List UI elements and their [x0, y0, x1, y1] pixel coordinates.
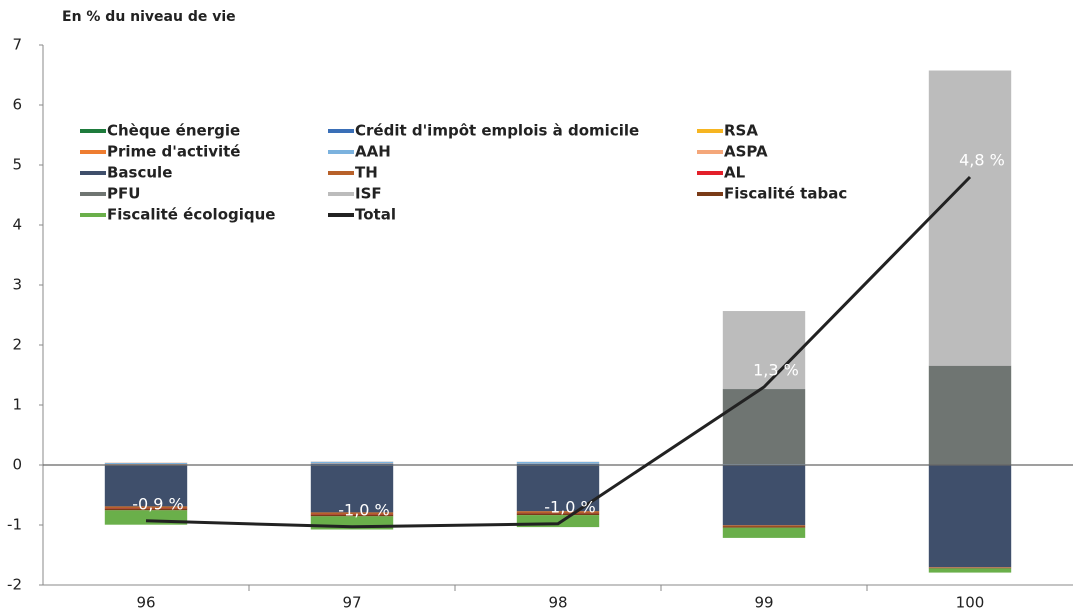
y-tick-label: 1: [12, 396, 22, 414]
x-tick-label: 96: [136, 594, 155, 611]
bar-segment: [516, 511, 600, 513]
bar-segment: [104, 508, 188, 511]
legend-swatch: [80, 171, 106, 175]
y-tick-label: 3: [12, 276, 22, 294]
bar-segment: [722, 526, 806, 528]
bar-segment: [516, 465, 600, 512]
bar-segment: [104, 506, 188, 509]
axis-label: En % du niveau de vie: [62, 9, 236, 25]
legend-swatch: [328, 171, 354, 175]
bar-segment: [310, 512, 394, 515]
bar-segment: [722, 311, 806, 390]
legend-label: ASPA: [724, 143, 768, 161]
data-label: -1,0 %: [544, 497, 596, 516]
data-label: 1,3 %: [753, 361, 799, 380]
bar-segment: [104, 465, 188, 507]
legend-label: Bascule: [107, 164, 172, 182]
bar-segment: [516, 513, 600, 516]
legend-label: Fiscalité tabac: [724, 185, 847, 203]
legend-label: AAH: [355, 143, 391, 161]
legend-swatch: [328, 150, 354, 154]
legend-swatch: [328, 129, 354, 133]
legend-swatch: [80, 213, 106, 217]
legend-label: TH: [355, 164, 378, 182]
bar-segment: [310, 465, 394, 513]
legend-swatch: [328, 192, 354, 196]
bar-segment: [722, 389, 806, 465]
legend-label: RSA: [724, 122, 758, 140]
bar-segment: [928, 568, 1012, 573]
y-tick-label: 5: [12, 156, 22, 174]
bar-segment: [928, 365, 1012, 465]
y-tick-label: -1: [7, 516, 22, 534]
legend-label: Chèque énergie: [107, 122, 240, 140]
legend-label: Fiscalité écologique: [107, 206, 275, 224]
bar-segment: [928, 465, 1012, 568]
legend-label: Total: [355, 206, 396, 224]
bar-segment: [928, 567, 1012, 568]
bar-segment: [722, 527, 806, 538]
bar-segment: [310, 514, 394, 517]
bar-segment: [104, 462, 188, 465]
y-tick-label: 2: [12, 336, 22, 354]
y-tick-label: 0: [12, 456, 22, 474]
y-tick-label: 7: [12, 36, 22, 54]
legend-swatch: [697, 150, 723, 154]
data-label: -1,0 %: [338, 500, 390, 519]
legend-label: Prime d'activité: [107, 143, 240, 161]
x-tick-label: 97: [342, 594, 361, 611]
y-tick-label: 4: [12, 216, 22, 234]
legend-swatch: [697, 129, 723, 133]
y-tick-label: 6: [12, 96, 22, 114]
legend-label: Crédit d'impôt emplois à domicile: [355, 122, 639, 140]
x-tick-label: 98: [548, 594, 567, 611]
y-tick-label: -2: [7, 576, 22, 594]
total-line: [145, 175, 972, 529]
legend-swatch: [328, 213, 354, 217]
bar-segment: [928, 70, 1012, 366]
legend-label: AL: [724, 164, 746, 182]
legend-swatch: [697, 192, 723, 196]
legend-swatch: [80, 192, 106, 196]
bar-segment: [928, 567, 1012, 569]
bar-segment: [516, 461, 600, 464]
data-label: -0,9 %: [132, 494, 184, 513]
legend-swatch: [80, 129, 106, 133]
legend-swatch: [80, 150, 106, 154]
bar-segment: [310, 461, 394, 464]
legend-label: ISF: [355, 185, 382, 203]
legend-swatch: [697, 171, 723, 175]
bar-segment: [722, 465, 806, 526]
x-tick-label: 99: [754, 594, 773, 611]
bar-segment: [722, 525, 806, 527]
data-label: 4,8 %: [959, 151, 1005, 170]
legend-label: PFU: [107, 185, 140, 203]
x-tick-label: 100: [956, 594, 985, 611]
